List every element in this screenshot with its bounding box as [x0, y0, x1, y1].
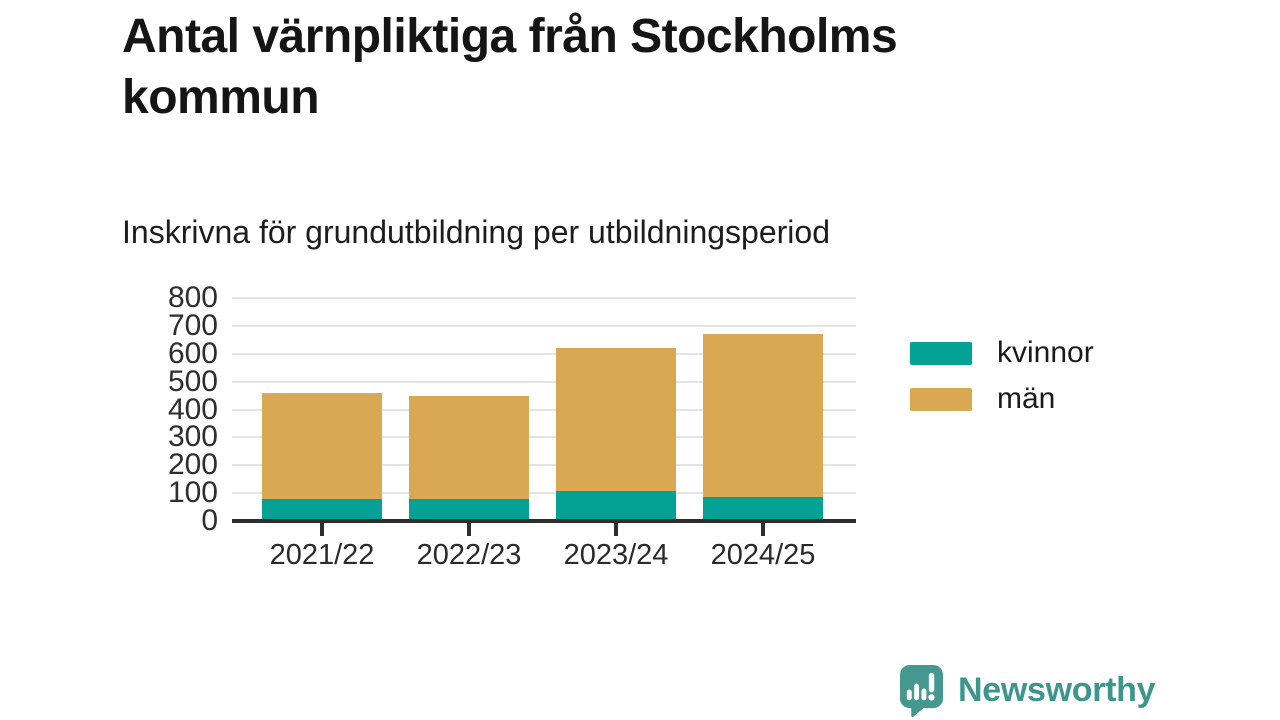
x-tick-label-2022/23: 2022/23 [416, 539, 522, 571]
y-tick-label-100: 100 [167, 476, 218, 510]
bar-2022/23 [409, 396, 529, 521]
y-tick-label-0: 0 [201, 504, 218, 537]
bar-segment-män-2021/22 [262, 393, 382, 499]
bar-segment-kvinnor-2022/23 [409, 498, 529, 521]
gridline-100 [232, 492, 856, 495]
bar-segment-kvinnor-2023/24 [556, 490, 676, 521]
x-tick-2023/24 [614, 523, 618, 536]
y-tick-label-700: 700 [167, 308, 218, 342]
x-tick-label-2021/22: 2021/22 [269, 539, 375, 571]
chart-title: Antal värnpliktiga från Stockholms kommu… [122, 10, 898, 125]
y-tick-label-500: 500 [167, 364, 218, 398]
legend-label-män: män [997, 382, 1056, 415]
x-axis-line [232, 519, 856, 523]
bar-segment-kvinnor-2024/25 [703, 496, 823, 521]
gridline-800 [232, 297, 856, 299]
y-tick-label-300: 300 [167, 420, 218, 454]
legend-swatch-kvinnor [910, 341, 972, 365]
y-axis-labels: 0 100 200 300 400 500 600 700 800 [0, 281, 218, 537]
gridline-500 [232, 380, 856, 383]
x-tick-2022/23 [467, 523, 471, 536]
bar-segment-kvinnor-2021/22 [262, 498, 382, 521]
bar-2023/24 [556, 348, 676, 521]
x-tick-label-2024/25: 2024/25 [710, 539, 816, 571]
y-tick-label-200: 200 [167, 448, 218, 482]
newsworthy-wordmark: Newsworthy [958, 671, 1156, 709]
chart-subtitle: Inskrivna för grundutbildning per utbild… [122, 214, 830, 250]
newsworthy-speech-bubble-icon [899, 665, 944, 717]
x-tick-label-2023/24: 2023/24 [563, 539, 669, 571]
bar-segment-män-2024/25 [703, 333, 823, 497]
legend-item-kvinnor: kvinnor [910, 330, 1094, 376]
bar-2024/25 [703, 333, 823, 521]
plot-area: 2021/22 2022/23 2023/24 2024/25 [232, 297, 856, 571]
x-tick-2024/25 [761, 523, 765, 536]
legend-label-kvinnor: kvinnor [997, 336, 1094, 369]
gridline-700 [232, 324, 856, 327]
y-tick-label-800: 800 [167, 281, 218, 314]
gridline-200 [232, 464, 856, 467]
legend: kvinnor män [910, 330, 1094, 422]
y-tick-label-400: 400 [167, 392, 218, 426]
bar-2021/22 [262, 393, 382, 521]
legend-item-män: män [910, 376, 1094, 422]
bar-segment-män-2022/23 [409, 396, 529, 499]
legend-swatch-män [910, 387, 972, 411]
y-tick-label-600: 600 [167, 336, 218, 370]
gridline-400 [232, 408, 856, 411]
newsworthy-logo: Newsworthy [898, 664, 1156, 717]
gridline-300 [232, 436, 856, 439]
x-tick-2021/22 [320, 523, 324, 536]
gridline-600 [232, 352, 856, 355]
bar-segment-män-2023/24 [556, 348, 676, 491]
